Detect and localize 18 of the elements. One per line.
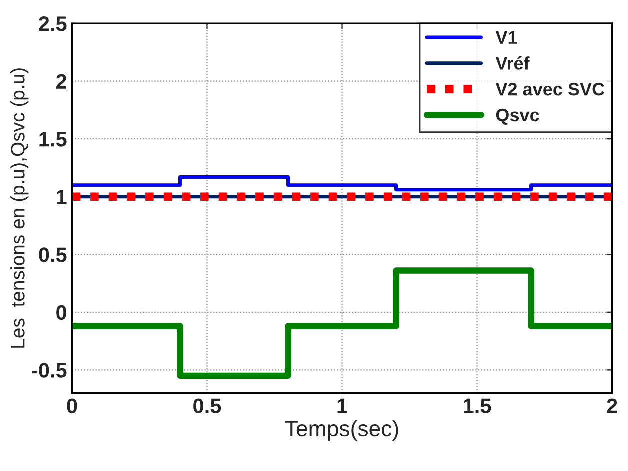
x-tick-label: 0: [67, 398, 78, 414]
y-tick-label: 0: [56, 305, 67, 320]
x-tick-label: 1: [338, 398, 348, 414]
y-axis-title: Les tensions en (p.u),Qsvc (p.u): [10, 68, 29, 348]
legend-label: Qsvc: [496, 108, 540, 125]
x-axis-title: Temps(sec): [285, 420, 398, 442]
y-tick-label: 1: [57, 190, 67, 204]
y-tick-label: 2: [56, 74, 67, 89]
legend-label: V1: [496, 31, 518, 44]
x-tick-label: 1.5: [464, 398, 492, 414]
legend-label: V2 avec SVC: [496, 82, 605, 96]
x-tick-label: 0.5: [194, 398, 222, 414]
legend-label: Vréf: [496, 56, 530, 70]
y-tick-label: 0.5: [39, 248, 67, 262]
y-tick-label: -0.5: [32, 363, 67, 378]
y-tick-label: 2.5: [39, 16, 67, 32]
x-tick-label: 2: [607, 398, 618, 414]
y-tick-label: 1.5: [40, 132, 67, 147]
